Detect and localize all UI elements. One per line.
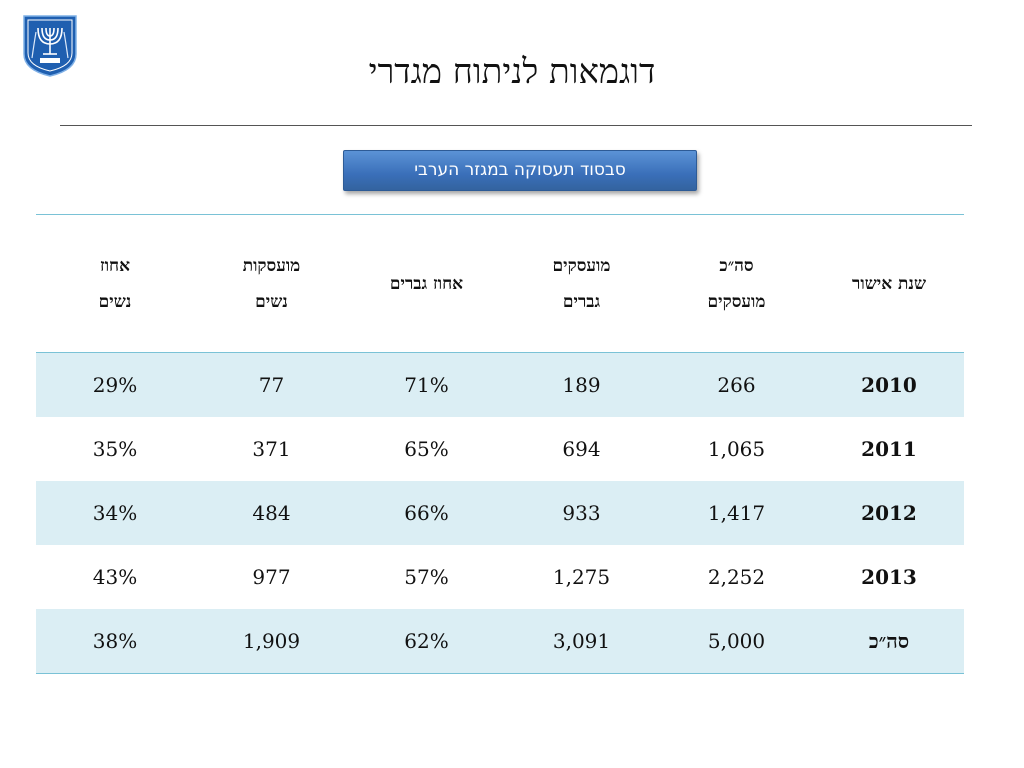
cell-women: 484 <box>252 501 291 525</box>
cell-women-pct: 35% <box>92 437 138 461</box>
cell-men: 694 <box>562 437 601 461</box>
cell-men-pct: 66% <box>404 501 449 525</box>
cell-total: 266 <box>717 373 756 397</box>
cell-men: 1,275 <box>552 565 611 589</box>
title-divider <box>60 125 972 126</box>
state-emblem-icon <box>23 15 77 77</box>
table-total-row: סה״כ 5,000 3,091 62% 1,909 38% <box>36 609 964 674</box>
header-women-pct: אחוז נשים <box>98 255 132 312</box>
header-men-pct: אחוז גברים <box>389 273 464 294</box>
header-women: מועסקות נשים <box>242 255 301 312</box>
cell-men: 189 <box>562 373 601 397</box>
table-header-row: שנת אישור סה״כ מועסקים מועסקים גברים אחוז … <box>36 214 964 353</box>
cell-year: סה״כ <box>868 628 910 653</box>
cell-total: 2,252 <box>707 565 766 589</box>
cell-men: 933 <box>562 501 601 525</box>
cell-total: 5,000 <box>707 629 766 653</box>
cell-year: 2011 <box>861 437 917 461</box>
table-row: 2012 1,417 933 66% 484 34% <box>36 481 964 545</box>
cell-women: 977 <box>252 565 291 589</box>
table-row: 2010 266 189 71% 77 29% <box>36 352 964 417</box>
cell-women-pct: 43% <box>92 565 138 589</box>
cell-women: 371 <box>252 437 291 461</box>
cell-women: 77 <box>258 373 285 397</box>
cell-women-pct: 38% <box>92 629 138 653</box>
cell-women-pct: 29% <box>92 373 138 397</box>
cell-women: 1,909 <box>242 629 301 653</box>
cell-year: 2013 <box>861 565 917 589</box>
cell-men: 3,091 <box>552 629 611 653</box>
cell-year: 2010 <box>861 373 917 397</box>
cell-women-pct: 34% <box>92 501 138 525</box>
employment-table: שנת אישור סה״כ מועסקים מועסקים גברים אחוז … <box>36 214 964 674</box>
subtitle-button[interactable]: סבסוד תעסוקה במגזר הערבי <box>343 150 697 191</box>
cell-total: 1,417 <box>707 501 766 525</box>
cell-total: 1,065 <box>707 437 766 461</box>
header-year: שנת אישור <box>852 273 926 294</box>
cell-year: 2012 <box>861 501 917 525</box>
page-title: דוגמאות לניתוח מגדרי <box>368 52 656 92</box>
cell-men-pct: 62% <box>404 629 449 653</box>
cell-men-pct: 71% <box>404 373 449 397</box>
table-row: 2013 2,252 1,275 57% 977 43% <box>36 545 964 609</box>
header-total: סה״כ מועסקים <box>707 255 766 312</box>
cell-men-pct: 65% <box>404 437 449 461</box>
data-table-container: שנת אישור סה״כ מועסקים מועסקים גברים אחוז … <box>36 214 964 674</box>
cell-men-pct: 57% <box>404 565 449 589</box>
header-men: מועסקים גברים <box>552 255 611 312</box>
table-row: 2011 1,065 694 65% 371 35% <box>36 417 964 481</box>
